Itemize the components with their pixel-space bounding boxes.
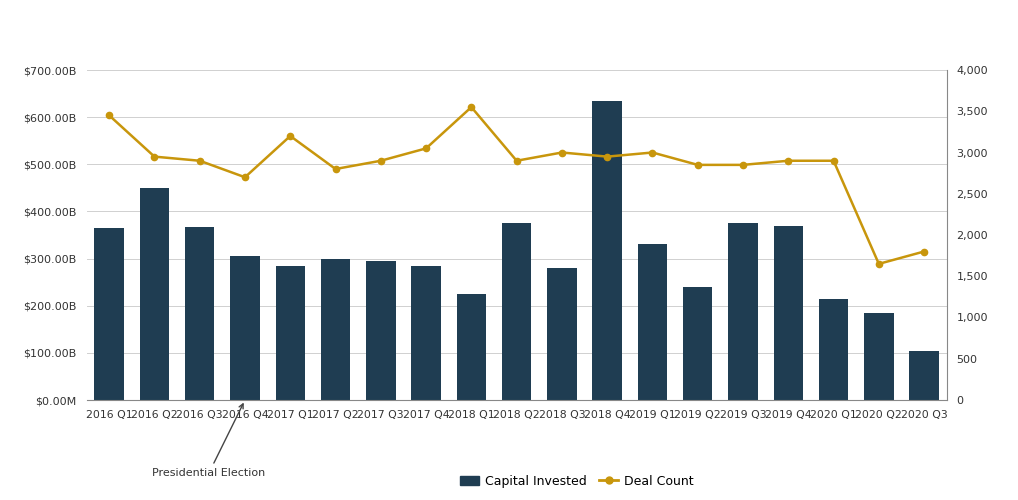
Text: M&A and Private Equity Closed Transactions – U.S. Data: M&A and Private Equity Closed Transactio… xyxy=(235,16,783,34)
Bar xyxy=(366,261,396,400)
Bar xyxy=(502,223,531,400)
Bar xyxy=(909,350,939,400)
Bar xyxy=(774,226,803,400)
Bar xyxy=(185,226,215,400)
Bar xyxy=(818,298,848,400)
Bar xyxy=(728,223,757,400)
Bar xyxy=(95,228,124,400)
Text: Presidential Election: Presidential Election xyxy=(152,404,266,478)
Bar xyxy=(139,188,169,400)
Bar xyxy=(230,256,260,400)
Bar xyxy=(637,244,667,400)
Bar xyxy=(592,100,622,400)
Bar xyxy=(457,294,486,400)
Legend: Capital Invested, Deal Count: Capital Invested, Deal Count xyxy=(455,470,698,492)
Bar xyxy=(864,313,894,400)
Bar xyxy=(276,266,305,400)
Bar xyxy=(411,266,441,400)
Bar xyxy=(548,268,576,400)
Bar xyxy=(683,287,713,400)
Bar xyxy=(321,258,350,400)
